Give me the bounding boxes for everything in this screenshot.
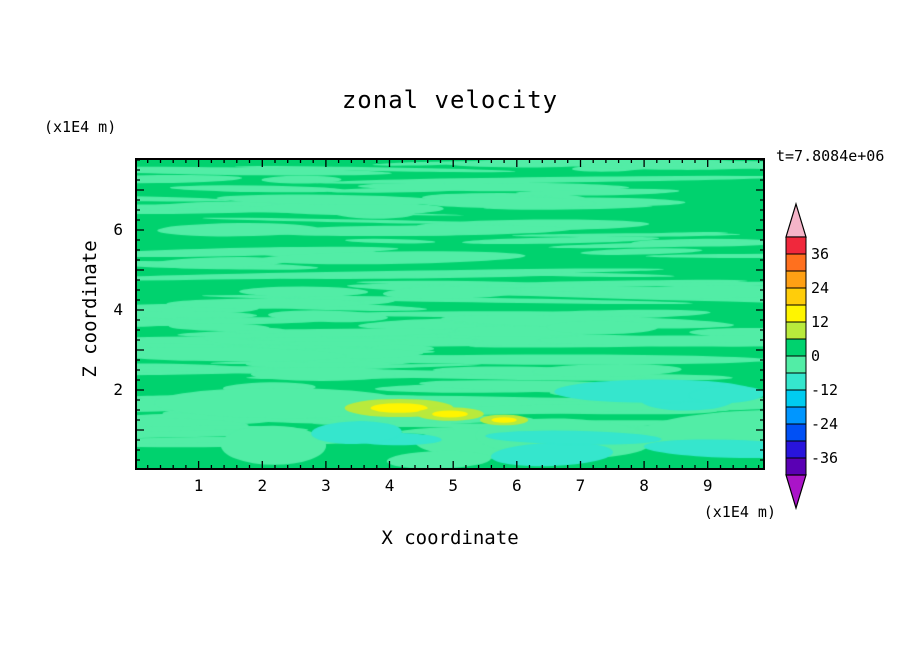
x-tick-label: 4 [384,476,395,495]
plot-frame [135,158,765,470]
colorbar-tick-label: -12 [811,381,839,399]
x-tick-label: 5 [448,476,458,495]
colorbar-tick-label: 24 [811,279,830,297]
y-axis-unit: (x1E4 m) [44,118,117,136]
x-axis-label: X coordinate [381,527,519,549]
x-tick-label: 7 [575,476,586,495]
colorbar-tick-label: -36 [811,449,839,467]
colorbar-tick-label: 12 [811,313,830,331]
plot-area [135,158,765,470]
x-tick-label: 1 [193,476,204,495]
time-annotation: t=7.8084e+06 [776,147,885,165]
plot-title: zonal velocity [341,86,559,114]
colorbar-tick-label: -24 [811,415,839,433]
x-tick-label: 8 [639,476,649,495]
y-tick-label: 2 [113,380,123,399]
colorbar-tick-label: 0 [811,347,821,365]
x-tick-label: 6 [511,476,522,495]
x-axis-unit: (x1E4 m) [703,503,776,521]
colorbar-tick-label: 36 [811,245,830,263]
x-tick-label: 3 [321,476,331,495]
y-tick-label: 6 [113,220,123,239]
x-tick-label: 2 [257,476,268,495]
y-tick-label: 4 [113,300,123,319]
x-tick-label: 9 [702,476,713,495]
colorbar [785,201,807,511]
contour-field [135,158,765,470]
